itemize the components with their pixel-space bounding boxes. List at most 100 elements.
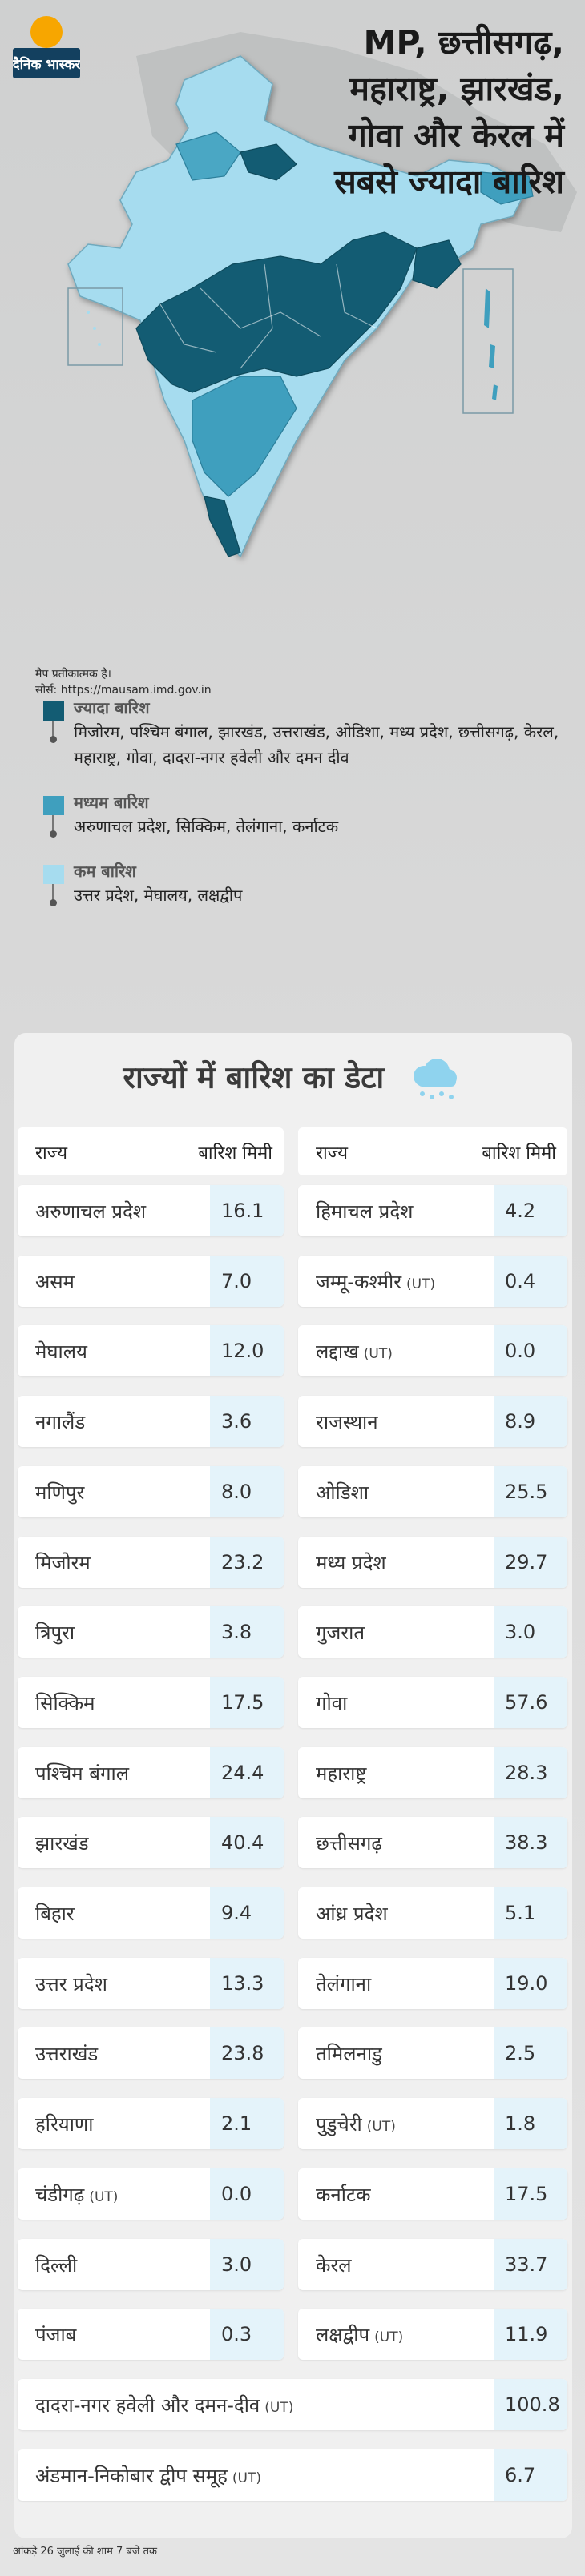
- table-row: दिल्ली 3.0: [18, 2239, 284, 2290]
- state-name: आंध्र प्रदेश: [316, 1900, 388, 1927]
- rain-value: 1.8: [494, 2098, 567, 2149]
- table-row: नगालैंड 3.6: [18, 1396, 284, 1447]
- rain-value: 3.0: [494, 1606, 567, 1658]
- rain-value: 17.5: [494, 2168, 567, 2220]
- table-row: पुडुचेरी (UT) 1.8: [298, 2098, 567, 2149]
- rain-value: 0.0: [494, 1325, 567, 1376]
- header-rain: बारिश मिमी: [482, 1143, 556, 1163]
- dainik-bhaskar-logo: दैनिक भास्कर: [13, 16, 80, 78]
- table-row: छत्तीसगढ़ 38.3: [298, 1817, 567, 1868]
- state-label: लक्षद्वीप: [316, 2324, 370, 2346]
- map-note-source: सोर्स: https://mausam.imd.gov.in: [35, 684, 212, 697]
- state-label: मेघालय: [35, 1340, 87, 1363]
- state-name: केरल: [316, 2252, 352, 2278]
- state-name: जम्मू-कश्मीर (UT): [316, 1268, 435, 1295]
- table-row: त्रिपुरा 3.8: [18, 1606, 284, 1658]
- rain-value: 16.1: [210, 1185, 284, 1236]
- table-row: महाराष्ट्र 28.3: [298, 1747, 567, 1798]
- map-medium-rain-northeast: [480, 171, 534, 205]
- column-header-left: राज्य बारिश मिमी: [18, 1127, 284, 1175]
- rain-value: 3.8: [210, 1606, 284, 1658]
- rain-value: 7.0: [210, 1256, 284, 1307]
- state-name: गोवा: [316, 1690, 347, 1716]
- table-title-text: राज्यों में बारिश का डेटा: [123, 1059, 385, 1095]
- ut-tag: (UT): [363, 1346, 393, 1362]
- rain-value: 0.4: [494, 1256, 567, 1307]
- legend-title-high: ज्यादा बारिश: [74, 698, 150, 717]
- state-label: केरल: [316, 2254, 352, 2277]
- state-label: झारखंड: [35, 1832, 89, 1855]
- table-row: पंजाब 0.3: [18, 2309, 284, 2360]
- map-medium-rain-karnataka-telangana: [192, 376, 297, 497]
- rain-value: 3.0: [210, 2239, 284, 2290]
- rain-value: 4.2: [494, 1185, 567, 1236]
- state-label: तेलंगाना: [316, 1973, 372, 1995]
- state-name: लद्दाख (UT): [316, 1338, 393, 1364]
- table-title: राज्यों में बारिश का डेटा: [0, 1055, 585, 1103]
- ut-tag: (UT): [406, 1276, 436, 1292]
- table-row: मणिपुर 8.0: [18, 1466, 284, 1517]
- state-name: मेघालय: [35, 1338, 87, 1364]
- rain-value: 29.7: [494, 1537, 567, 1588]
- state-name: दादरा-नगर हवेली और दमन-दीव (UT): [35, 2392, 293, 2418]
- state-name: राजस्थान: [316, 1409, 378, 1435]
- state-label: उत्तराखंड: [35, 2043, 99, 2065]
- header-rain: बारिश मिमी: [198, 1143, 272, 1163]
- legend-text-high: मिजोरम, पश्चिम बंगाल, झारखंड, उत्तराखंड,…: [74, 722, 559, 767]
- table-row: बिहार 9.4: [18, 1887, 284, 1939]
- legend-swatch-high: [43, 701, 64, 721]
- legend-item-medium: मध्यम बारिश अरुणाचल प्रदेश, सिक्किम, तेल…: [32, 791, 561, 839]
- map-note-disclaimer: मैप प्रतीकात्मक है।: [35, 668, 111, 681]
- table-row: अरुणाचल प्रदेश 16.1: [18, 1185, 284, 1236]
- rain-value: 28.3: [494, 1747, 567, 1798]
- state-label: अरुणाचल प्रदेश: [35, 1200, 147, 1223]
- state-label: छत्तीसगढ़: [316, 1832, 382, 1855]
- rain-value: 57.6: [494, 1677, 567, 1728]
- table-row: मेघालय 12.0: [18, 1325, 284, 1376]
- state-label: गुजरात: [316, 1622, 365, 1644]
- table-row: हरियाणा 2.1: [18, 2098, 284, 2149]
- state-name: गुजरात: [316, 1619, 365, 1646]
- india-rainfall-map: [67, 32, 577, 558]
- state-name: उत्तराखंड: [35, 2040, 98, 2067]
- table-row: झारखंड 40.4: [18, 1817, 284, 1868]
- rain-value: 25.5: [494, 1466, 567, 1517]
- headline-line-4: सबसे ज्यादा बारिश: [334, 163, 564, 201]
- state-label: पश्चिम बंगाल: [35, 1762, 129, 1785]
- rain-cloud-icon: [413, 1059, 457, 1099]
- rain-value: 19.0: [494, 1958, 567, 2009]
- state-label: दिल्ली: [35, 2254, 78, 2277]
- state-name: बिहार: [35, 1900, 75, 1927]
- headline-line-2: महाराष्ट्र, झारखंड,: [349, 70, 564, 108]
- table-row: लक्षद्वीप (UT) 11.9: [298, 2309, 567, 2360]
- table-row: जम्मू-कश्मीर (UT) 0.4: [298, 1256, 567, 1307]
- legend-text-medium: अरुणाचल प्रदेश, सिक्किम, तेलंगाना, कर्ना…: [74, 817, 339, 836]
- rain-value: 12.0: [210, 1325, 284, 1376]
- state-label: मध्य प्रदेश: [316, 1552, 386, 1574]
- state-name: महाराष्ट्र: [316, 1760, 366, 1786]
- state-label: पंजाब: [35, 2324, 77, 2346]
- state-label: गोवा: [316, 1692, 348, 1714]
- rain-value: 8.9: [494, 1396, 567, 1447]
- table-row: गोवा 57.6: [298, 1677, 567, 1728]
- ut-tag: (UT): [89, 2189, 119, 2205]
- state-name: मिजोरम: [35, 1549, 91, 1576]
- table-row: सिक्किम 17.5: [18, 1677, 284, 1728]
- table-row: असम 7.0: [18, 1256, 284, 1307]
- rain-value: 8.0: [210, 1466, 284, 1517]
- rain-value: 0.0: [210, 2168, 284, 2220]
- state-label: मिजोरम: [35, 1552, 91, 1574]
- state-label: राजस्थान: [316, 1411, 378, 1433]
- rain-value: 24.4: [210, 1747, 284, 1798]
- state-label: कर्नाटक: [316, 2184, 371, 2206]
- table-row: तमिलनाडु 2.5: [298, 2027, 567, 2079]
- rain-value: 100.8: [494, 2379, 567, 2430]
- rain-value: 23.2: [210, 1537, 284, 1588]
- state-name: मणिपुर: [35, 1479, 84, 1505]
- state-name: नगालैंड: [35, 1409, 85, 1435]
- state-name: कर्नाटक: [316, 2181, 371, 2208]
- table-row: केरल 33.7: [298, 2239, 567, 2290]
- table-row: गुजरात 3.0: [298, 1606, 567, 1658]
- state-name: लक्षद्वीप (UT): [316, 2321, 403, 2348]
